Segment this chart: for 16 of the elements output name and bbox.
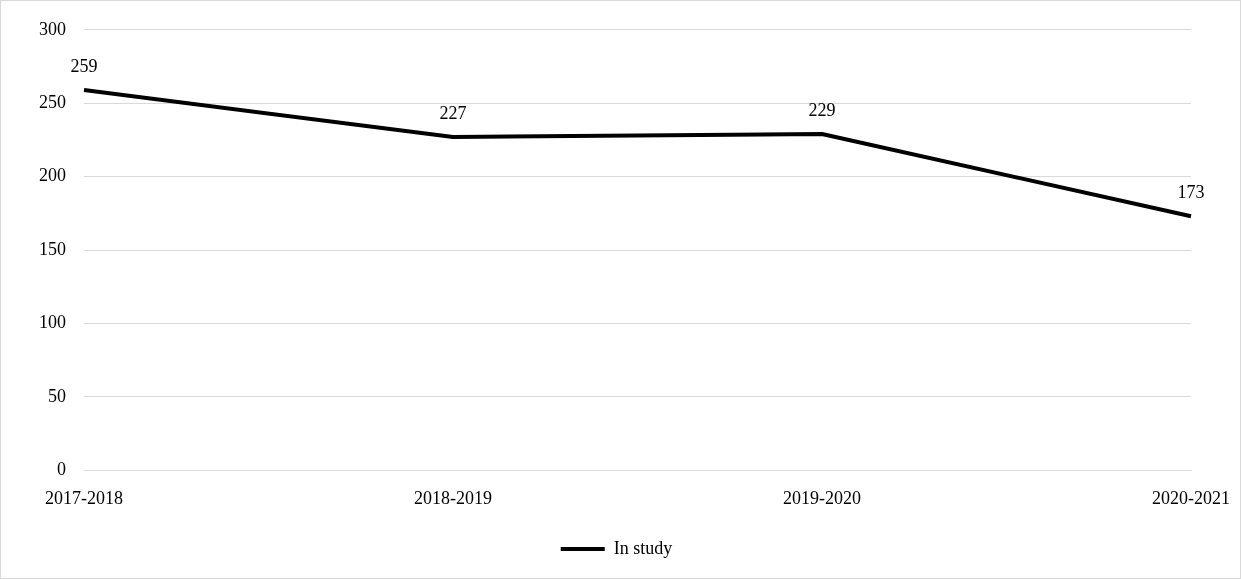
- y-tick-label: 250: [39, 91, 66, 112]
- legend-label: In study: [613, 537, 673, 558]
- x-tick-label: 2020-2021: [1152, 487, 1230, 508]
- x-tick-label: 2019-2020: [783, 487, 861, 508]
- data-label: 173: [1177, 182, 1205, 203]
- y-tick-label: 150: [39, 238, 66, 259]
- x-tick-label: 2017-2018: [45, 487, 123, 508]
- y-tick-label: 200: [39, 165, 66, 186]
- data-label: 227: [439, 102, 467, 123]
- y-tick-label: 50: [48, 385, 66, 406]
- y-tick-label: 100: [39, 312, 66, 333]
- x-tick-label: 2018-2019: [414, 487, 492, 508]
- data-label: 259: [70, 55, 98, 76]
- data-label: 229: [808, 99, 836, 120]
- y-tick-label: 0: [57, 459, 66, 480]
- y-tick-label: 300: [39, 18, 66, 39]
